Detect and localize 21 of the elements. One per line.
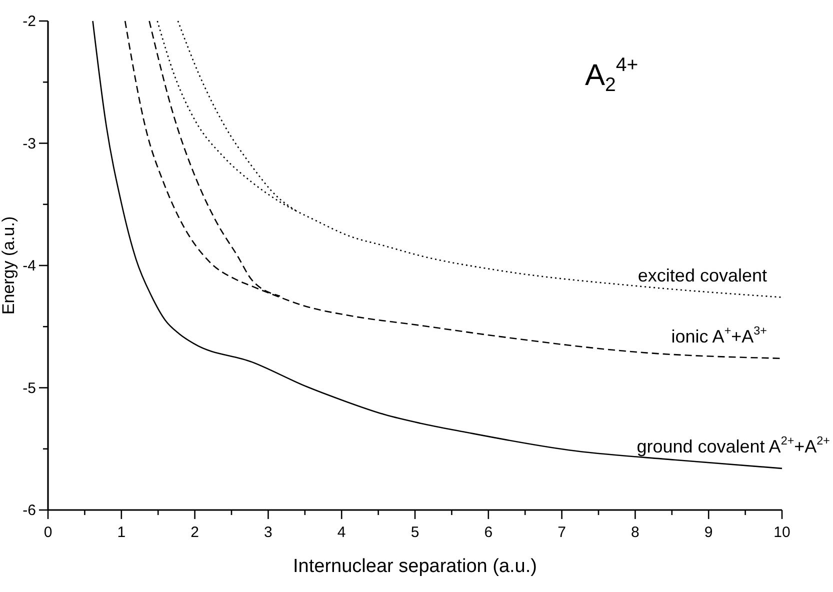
x-tick-label: 7 <box>558 524 566 541</box>
y-tick-label: -4 <box>22 258 36 274</box>
x-tick-label: 5 <box>410 524 420 541</box>
series-label: excited covalent <box>638 265 767 286</box>
y-tick-label: -6 <box>22 502 36 519</box>
series-label: ionic A$^{+}$+A$^{3+}$ <box>671 324 768 346</box>
x-tick-label: 6 <box>484 524 493 541</box>
y-axis-title: Energy (a.u.) <box>0 216 18 315</box>
y-tick-label: -3 <box>22 135 36 152</box>
x-tick-label: 1 <box>117 524 126 541</box>
x-tick-label: 9 <box>704 524 713 541</box>
x-tick-label: 4 <box>337 524 346 541</box>
x-tick-label: 10 <box>774 524 790 541</box>
x-tick-label: 8 <box>631 524 640 541</box>
x-tick-label: 0 <box>44 524 52 541</box>
y-tick-label: -5 <box>22 380 36 397</box>
x-tick-label: 2 <box>190 524 199 541</box>
series-label: ground covalent A$^{2+}$+A$^{2+}$ <box>636 434 830 456</box>
x-tick-label: 3 <box>264 524 272 541</box>
y-tick-label: -2 <box>22 13 36 30</box>
x-axis-title: Internuclear separation (a.u.) <box>293 556 537 577</box>
